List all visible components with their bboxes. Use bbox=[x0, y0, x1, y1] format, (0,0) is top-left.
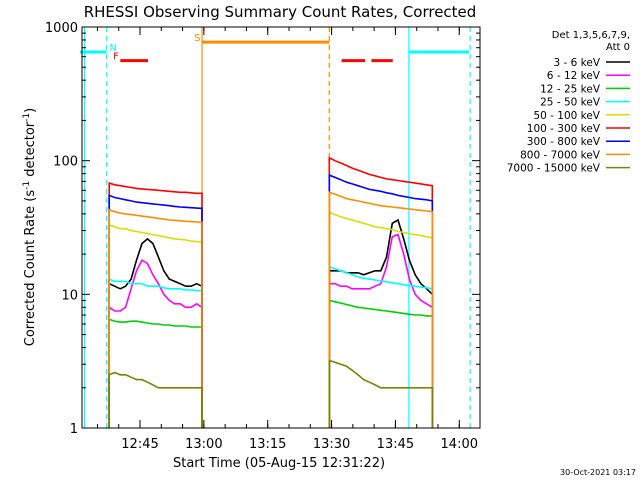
data-layer: F S N bbox=[80, 27, 471, 428]
legend-entry-label: 3 - 6 keV bbox=[553, 57, 600, 69]
series-line bbox=[108, 277, 203, 428]
series-line bbox=[108, 371, 203, 428]
series-line bbox=[328, 359, 434, 428]
series-line bbox=[108, 237, 203, 428]
plot-frame bbox=[81, 26, 481, 429]
legend-entry-label: 6 - 12 keV bbox=[547, 70, 601, 82]
x-tick-label: 13:45 bbox=[377, 437, 414, 452]
y-tick-label: 10 bbox=[61, 288, 78, 303]
series-line bbox=[328, 218, 434, 428]
axes-layer: 1 10 100 1000 12:45 13:00 13:15 13:30 13:45 14:00 bbox=[45, 21, 481, 452]
legend-header: Det 1,3,5,6,7,9, bbox=[552, 30, 630, 41]
series-line bbox=[328, 233, 434, 428]
y-tick-label: 1 bbox=[70, 422, 78, 437]
flag-label: N bbox=[109, 43, 116, 54]
legend-header: Att 0 bbox=[606, 42, 630, 53]
timestamp: 30-Oct-2021 03:17 bbox=[560, 468, 636, 477]
y-tick-label: 100 bbox=[53, 155, 78, 170]
x-tick-label: 14:00 bbox=[441, 437, 478, 452]
legend-entry-label: 25 - 50 keV bbox=[540, 97, 601, 109]
legend-entry-label: 7000 - 15000 keV bbox=[507, 163, 601, 175]
legend-entry-label: 50 - 100 keV bbox=[533, 110, 600, 122]
x-tick-label: 12:45 bbox=[121, 437, 158, 452]
y-axis-label: Corrected Count Rate (s-1 detector-1) bbox=[22, 108, 38, 346]
series-line bbox=[328, 191, 434, 428]
series-line bbox=[328, 173, 434, 428]
flag-label: F bbox=[113, 52, 119, 63]
series-line bbox=[328, 299, 434, 428]
x-tick-label: 13:30 bbox=[313, 437, 350, 452]
x-tick-label: 13:15 bbox=[249, 437, 286, 452]
series-line bbox=[108, 182, 203, 428]
legend-entry-label: 300 - 800 keV bbox=[527, 136, 601, 148]
series-line bbox=[108, 208, 203, 428]
series-line bbox=[328, 265, 434, 428]
series-line bbox=[108, 259, 203, 428]
x-tick-label: 13:00 bbox=[185, 437, 222, 452]
series-line bbox=[108, 223, 203, 428]
chart-title: RHESSI Observing Summary Count Rates, Co… bbox=[84, 3, 477, 21]
series-line bbox=[328, 156, 434, 428]
legend-entry-label: 12 - 25 keV bbox=[540, 83, 601, 95]
x-axis-label: Start Time (05-Aug-15 12:31:22) bbox=[173, 456, 385, 471]
y-tick-label: 1000 bbox=[45, 21, 78, 36]
flag-label: S bbox=[194, 33, 200, 44]
series-line bbox=[108, 194, 203, 428]
series-line bbox=[328, 211, 434, 428]
series-line bbox=[108, 318, 203, 428]
legend-entry-label: 800 - 7000 keV bbox=[520, 149, 601, 161]
legend-entry-label: 100 - 300 keV bbox=[527, 123, 601, 135]
